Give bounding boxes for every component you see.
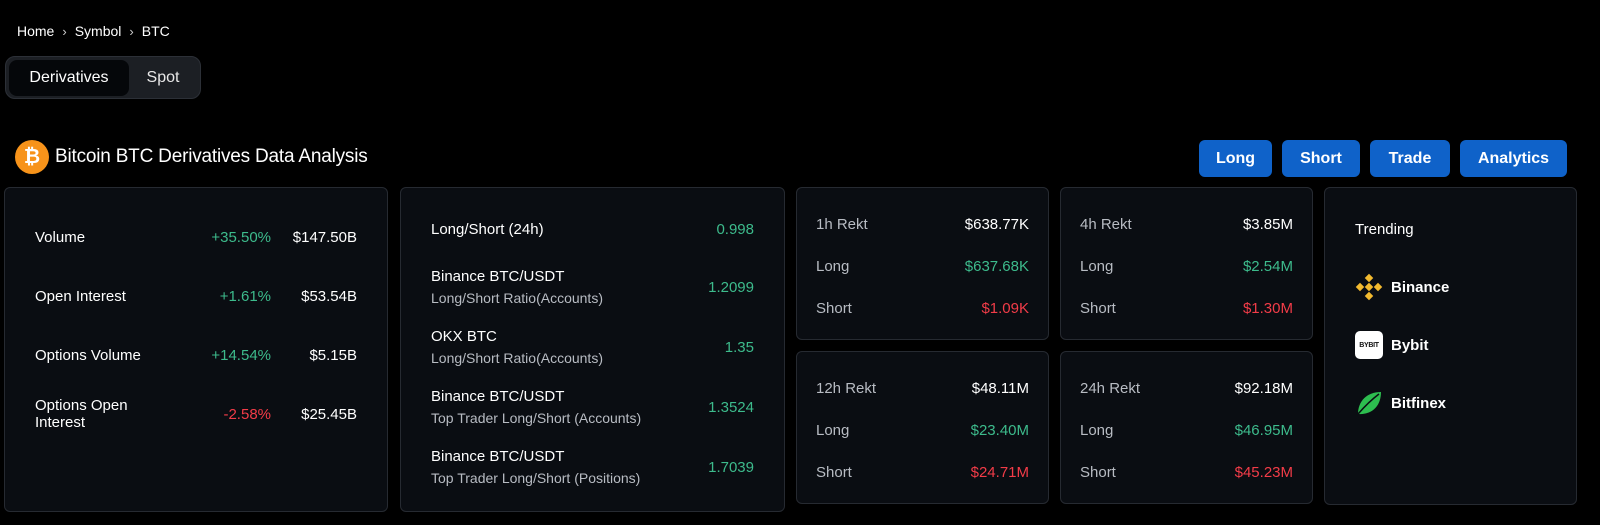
rekt-card-24h: 24h Rekt $92.18M Long $46.95M Short $45.23M — [1060, 351, 1313, 504]
ratio-value: 1.3524 — [708, 398, 754, 416]
ratio-row[interactable]: OKX BTC Long/Short Ratio(Accounts) 1.35 — [431, 328, 754, 366]
ratio-type: Top Trader Long/Short (Accounts) — [431, 410, 642, 426]
rekt-short-value: $24.71M — [970, 463, 1029, 481]
stat-change: +1.61% — [219, 287, 271, 305]
stat-label: Volume — [35, 228, 86, 246]
breadcrumb-home[interactable]: Home — [17, 23, 55, 39]
exchange-name: Bybit — [1391, 336, 1429, 354]
rekt-long-label: Long — [1080, 257, 1114, 275]
trending-title: Trending — [1355, 221, 1414, 238]
trending-exchange-binance[interactable]: Binance — [1355, 273, 1449, 301]
ratio-type: Long/Short Ratio(Accounts) — [431, 290, 603, 306]
stat-label: Options Open Interest — [35, 397, 128, 431]
trade-button[interactable]: Trade — [1370, 140, 1450, 177]
stat-row-volume: Volume +35.50% $147.50B — [35, 227, 357, 247]
ratio-pair: Binance BTC/USDT — [431, 448, 565, 465]
exchange-name: Bitfinex — [1391, 394, 1447, 412]
ratio-row[interactable]: Binance BTC/USDT Top Trader Long/Short (… — [431, 388, 754, 426]
rekt-period: 1h Rekt — [816, 215, 868, 233]
stat-value: $25.45B — [301, 405, 357, 423]
rekt-period: 24h Rekt — [1080, 379, 1141, 397]
trending-card: Trending Binance BYBIT Bybit — [1324, 187, 1577, 505]
breadcrumb-current: BTC — [141, 23, 170, 39]
rekt-short-label: Short — [816, 299, 852, 317]
rekt-total: $48.11M — [971, 379, 1029, 397]
rekt-short-label: Short — [1080, 463, 1116, 481]
stat-value: $5.15B — [309, 346, 357, 364]
rekt-short-label: Short — [1080, 299, 1116, 317]
chevron-right-icon: › — [62, 23, 67, 39]
overview-card: Volume +35.50% $147.50B Open Interest +1… — [4, 187, 388, 512]
rekt-long-value: $23.40M — [970, 421, 1029, 439]
bitcoin-icon: ₿ — [15, 140, 49, 174]
ratio-headline-row: Long/Short (24h) 0.998 — [431, 221, 754, 238]
ratio-row[interactable]: Binance BTC/USDT Top Trader Long/Short (… — [431, 448, 754, 486]
ratio-headline-label: Long/Short (24h) — [431, 221, 544, 238]
rekt-long-label: Long — [1080, 421, 1114, 439]
action-buttons: Long Short Trade Analytics — [1199, 140, 1567, 177]
rekt-long-label: Long — [816, 421, 850, 439]
stat-label: Open Interest — [35, 287, 126, 305]
ratio-value: 1.35 — [724, 338, 754, 356]
rekt-short-value: $45.23M — [1234, 463, 1293, 481]
ratio-value: 1.2099 — [708, 278, 754, 296]
page-title: Bitcoin BTC Derivatives Data Analysis — [55, 146, 368, 167]
binance-icon — [1355, 273, 1383, 301]
rekt-total: $638.77K — [964, 215, 1029, 233]
long-short-ratio-card: Long/Short (24h) 0.998 Binance BTC/USDT … — [400, 187, 785, 512]
stat-change: +35.50% — [211, 228, 271, 246]
stat-row-options-volume: Options Volume +14.54% $5.15B — [35, 345, 357, 365]
trending-exchange-bitfinex[interactable]: Bitfinex — [1355, 389, 1446, 417]
analytics-button[interactable]: Analytics — [1460, 140, 1567, 177]
short-button[interactable]: Short — [1282, 140, 1360, 177]
ratio-pair: Binance BTC/USDT — [431, 268, 565, 285]
rekt-total: $3.85M — [1242, 215, 1293, 233]
long-button[interactable]: Long — [1199, 140, 1272, 177]
tab-derivatives[interactable]: Derivatives — [9, 59, 129, 96]
bitfinex-icon — [1355, 389, 1383, 417]
rekt-card-4h: 4h Rekt $3.85M Long $2.54M Short $1.30M — [1060, 187, 1313, 340]
stat-value: $147.50B — [292, 228, 357, 246]
breadcrumb: Home › Symbol › BTC — [17, 23, 170, 39]
rekt-short-label: Short — [816, 463, 852, 481]
breadcrumb-symbol[interactable]: Symbol — [74, 23, 122, 39]
ratio-pair: Binance BTC/USDT — [431, 388, 565, 405]
ratio-value: 1.7039 — [708, 458, 754, 476]
rekt-card-1h: 1h Rekt $638.77K Long $637.68K Short $1.09K — [796, 187, 1049, 340]
rekt-long-value: $637.68K — [964, 257, 1029, 275]
ratio-row[interactable]: Binance BTC/USDT Long/Short Ratio(Accoun… — [431, 268, 754, 306]
stat-change: +14.54% — [211, 346, 271, 364]
ratio-type: Long/Short Ratio(Accounts) — [431, 350, 603, 366]
rekt-short-value: $1.09K — [981, 299, 1029, 317]
exchange-name: Binance — [1391, 278, 1450, 296]
stat-row-options-open-interest: Options Open Interest -2.58% $25.45B — [35, 397, 357, 431]
bybit-icon: BYBIT — [1355, 331, 1383, 359]
rekt-card-12h: 12h Rekt $48.11M Long $23.40M Short $24.71M — [796, 351, 1049, 504]
stat-row-open-interest: Open Interest +1.61% $53.54B — [35, 286, 357, 306]
rekt-long-label: Long — [816, 257, 850, 275]
rekt-period: 4h Rekt — [1080, 215, 1132, 233]
trending-exchange-bybit[interactable]: BYBIT Bybit — [1355, 331, 1429, 359]
rekt-long-value: $2.54M — [1242, 257, 1293, 275]
rekt-short-value: $1.30M — [1242, 299, 1293, 317]
rekt-long-value: $46.95M — [1234, 421, 1293, 439]
ratio-pair: OKX BTC — [431, 328, 497, 345]
chevron-right-icon: › — [129, 23, 134, 39]
rekt-total: $92.18M — [1234, 379, 1293, 397]
ratio-type: Top Trader Long/Short (Positions) — [431, 470, 641, 486]
stat-value: $53.54B — [301, 287, 357, 305]
stat-label: Options Volume — [35, 346, 141, 364]
ratio-headline-value: 0.998 — [716, 221, 754, 238]
market-type-toggle: Derivatives Spot — [5, 56, 201, 99]
stat-change: -2.58% — [223, 405, 271, 423]
tab-spot[interactable]: Spot — [146, 68, 180, 86]
page-header: ₿ Bitcoin BTC Derivatives Data Analysis — [15, 140, 368, 174]
rekt-period: 12h Rekt — [816, 379, 877, 397]
